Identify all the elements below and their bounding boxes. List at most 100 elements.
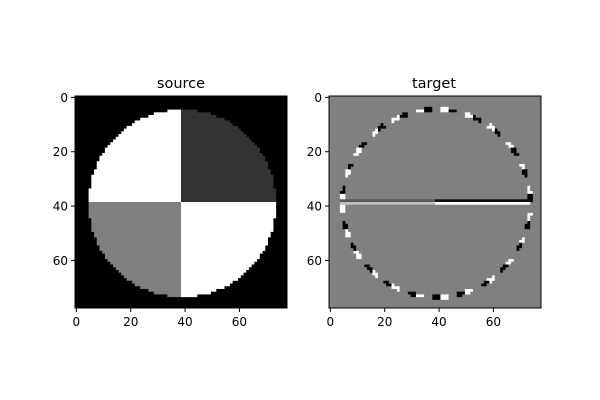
heatmap-cell (75, 134, 119, 138)
heatmap-cell (329, 96, 542, 100)
heatmap-cell (329, 155, 542, 159)
heatmap-cell (329, 128, 376, 132)
heatmap-cell (181, 155, 266, 159)
heatmap-cell (329, 269, 371, 274)
heatmap-cell (432, 106, 441, 110)
heatmap-cell (345, 234, 352, 238)
heatmap-cell (75, 294, 168, 298)
heatmap-cell (75, 139, 114, 143)
heatmap-cell (329, 172, 346, 176)
heatmap-cell (367, 267, 373, 271)
heatmap-cell (329, 280, 384, 284)
heatmap-cell (140, 117, 182, 121)
heatmap-cell (524, 163, 542, 168)
heatmap-cell (435, 199, 531, 203)
heatmap-cell (396, 115, 401, 119)
heatmap-cell (530, 199, 534, 203)
heatmap-cell (181, 215, 277, 219)
heatmap-cell (197, 294, 288, 298)
heatmap-cell (181, 212, 277, 216)
heatmap-cell (532, 193, 542, 197)
heatmap-cell (473, 288, 542, 293)
heatmap-cell (516, 150, 542, 154)
heatmap-cell (88, 212, 182, 216)
heatmap-cell (88, 199, 182, 203)
heatmap-cell (96, 163, 182, 168)
heatmap-cell (181, 123, 234, 127)
heatmap-cell (342, 221, 346, 225)
heatmap-cell (353, 250, 360, 255)
heatmap-cell (353, 163, 520, 168)
heatmap-cell (75, 98, 288, 102)
heatmap-cell (456, 291, 466, 295)
heatmap-cell (350, 231, 542, 236)
heatmap-cell (259, 150, 288, 154)
source-axes-frame (74, 95, 288, 309)
heatmap-cell (432, 109, 441, 113)
heatmap-cell (391, 283, 395, 287)
heatmap-cell (527, 172, 542, 176)
heatmap-cell (348, 166, 352, 170)
heatmap-cell (251, 139, 288, 143)
heatmap-cell (107, 144, 182, 149)
heatmap-cell (75, 136, 117, 140)
heatmap-cell (388, 280, 485, 284)
heatmap-cell (240, 128, 288, 132)
heatmap-cell (181, 147, 261, 151)
heatmap-cell (358, 153, 515, 157)
heatmap-cell (519, 153, 542, 157)
heatmap-cell (181, 221, 274, 225)
heatmap-cell (329, 120, 392, 124)
heatmap-cell (386, 283, 392, 287)
heatmap-cell (532, 191, 542, 195)
heatmap-cell (372, 134, 376, 138)
heatmap-cell (248, 136, 288, 140)
heatmap-cell (75, 269, 119, 274)
heatmap-cell (181, 174, 274, 178)
heatmap-cell (75, 240, 98, 244)
heatmap-cell (415, 294, 425, 298)
heatmap-cell (329, 204, 341, 208)
heatmap-cell (91, 226, 182, 230)
heatmap-cell (464, 112, 471, 116)
heatmap-cell (91, 229, 182, 233)
heatmap-cell (329, 196, 341, 200)
heatmap-cell (516, 245, 523, 249)
heatmap-cell (521, 172, 528, 176)
heatmap-cell (329, 101, 542, 105)
heatmap-cell (519, 248, 542, 252)
heatmap-cell (524, 174, 528, 178)
heatmap-cell (270, 234, 288, 238)
heatmap-cell (361, 150, 512, 154)
target-x-tick-label: 20 (377, 315, 392, 329)
heatmap-cell (224, 117, 288, 121)
heatmap-cell (75, 199, 89, 203)
heatmap-cell (181, 172, 272, 176)
source-title: source (157, 76, 205, 92)
heatmap-cell (367, 142, 507, 146)
heatmap-cell (399, 286, 542, 290)
source-y-tick-label: 20 (53, 145, 68, 159)
heatmap-cell (530, 221, 542, 225)
heatmap-cell (75, 218, 92, 222)
heatmap-cell (181, 294, 198, 298)
heatmap-cell (75, 207, 89, 211)
heatmap-cell (276, 191, 288, 195)
target-ticks: 0 20 40 60 0 20 40 60 (307, 91, 501, 329)
heatmap-cell (181, 204, 277, 208)
heatmap-cell (273, 223, 288, 227)
heatmap-cell (470, 291, 542, 295)
heatmap-cell (181, 229, 274, 233)
heatmap-cell (181, 169, 272, 173)
heatmap-cell (521, 242, 542, 246)
heatmap-cell (75, 280, 133, 284)
heatmap-cell (524, 237, 542, 241)
heatmap-cell (342, 223, 349, 227)
heatmap-cell (361, 256, 542, 260)
heatmap-cell (511, 261, 542, 265)
heatmap-cell (181, 288, 217, 293)
heatmap-cell (276, 210, 288, 214)
heatmap-cell (96, 242, 182, 246)
heatmap-cell (456, 294, 463, 298)
target-axes-frame (328, 95, 542, 309)
